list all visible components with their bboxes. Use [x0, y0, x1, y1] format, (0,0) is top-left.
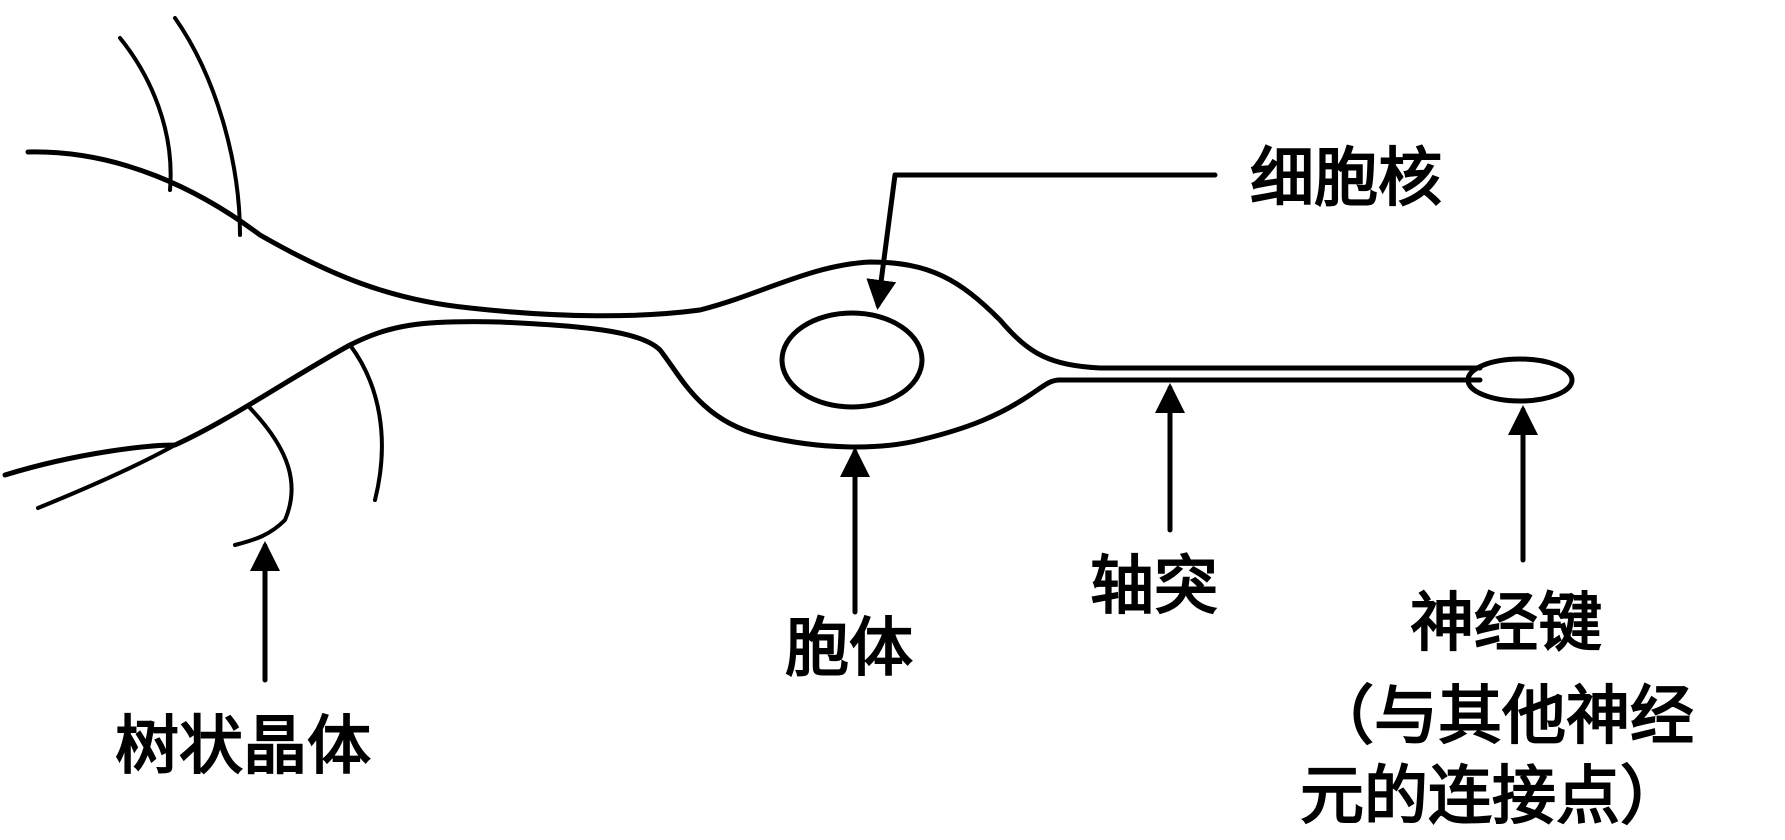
dendrite-branch — [348, 343, 384, 502]
dendrite-branch — [173, 16, 242, 237]
neuron-drawing — [2, 16, 1575, 547]
nucleus-label: 细胞核 — [1250, 142, 1442, 216]
dendrite-branch — [36, 443, 177, 510]
synapse-label-line1: 神经键 — [1410, 587, 1602, 661]
cell-outline-bottom — [2, 319, 1483, 478]
dendrite-branch — [233, 406, 294, 547]
cell-outline-top — [25, 149, 1483, 371]
dendrite-branch — [118, 36, 173, 192]
synapse-label-line2: （与其他神经 — [1310, 680, 1694, 754]
pointer-arrows — [250, 172, 1538, 683]
nucleus-arrow — [866, 172, 1218, 310]
synapse-terminal — [1465, 356, 1575, 404]
cell-body-label: 胞体 — [785, 612, 913, 686]
synapse-label-line3: 元的连接点） — [1300, 760, 1684, 834]
nucleus-circle — [779, 310, 925, 410]
axon-label: 轴突 — [1090, 550, 1218, 624]
dendrite-label: 树状晶体 — [115, 710, 371, 784]
labels: 细胞核 树状晶体 胞体 轴突 神经键 （与其他神经 元的连接点） — [115, 142, 1694, 834]
